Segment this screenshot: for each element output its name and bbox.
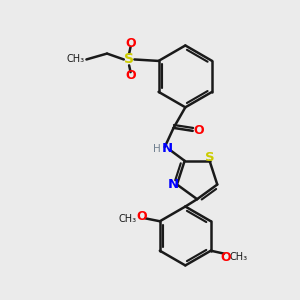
Text: O: O (220, 251, 231, 264)
Text: CH₃: CH₃ (67, 55, 85, 64)
Text: CH₃: CH₃ (229, 252, 247, 262)
Text: S: S (124, 52, 134, 67)
Text: N: N (161, 142, 172, 155)
Text: O: O (137, 210, 148, 223)
Text: O: O (125, 37, 136, 50)
Text: O: O (125, 69, 136, 82)
Text: O: O (194, 124, 205, 137)
Text: H: H (154, 143, 161, 154)
Text: CH₃: CH₃ (118, 214, 136, 224)
Text: S: S (205, 152, 215, 164)
Text: N: N (168, 178, 179, 191)
